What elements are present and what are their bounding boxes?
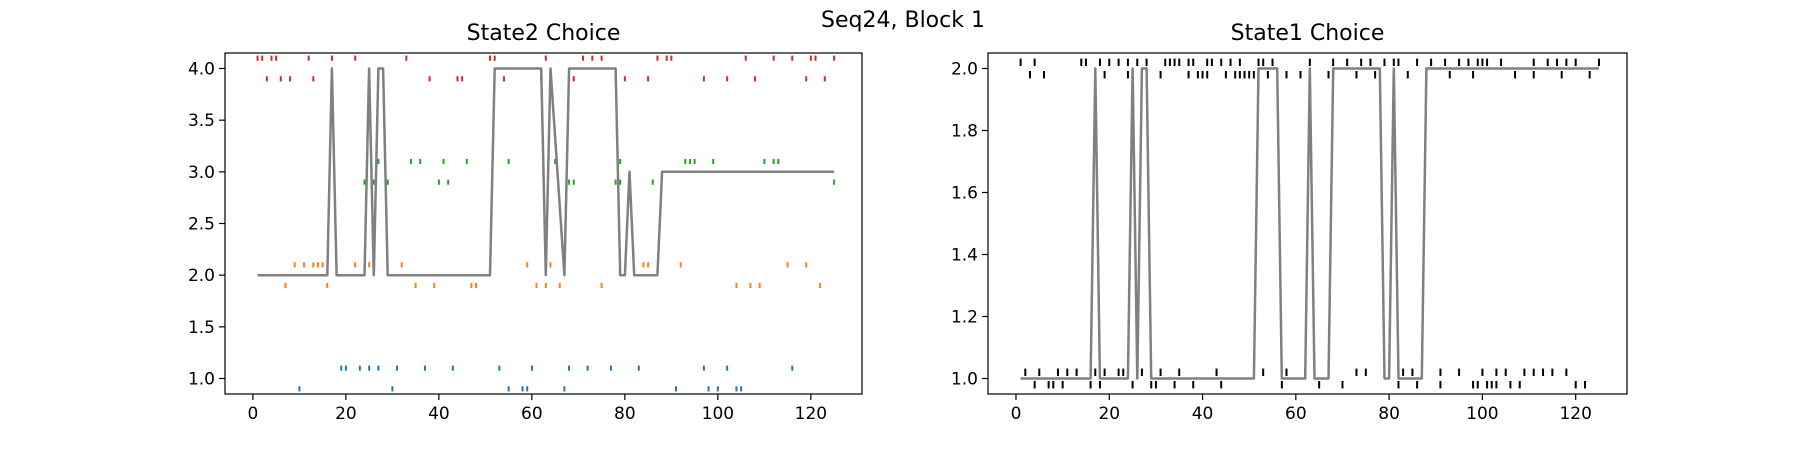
y-tick-label-state2-choice-2: 2.0 bbox=[188, 266, 215, 286]
y-tick-label-state2-choice-3: 2.5 bbox=[188, 215, 215, 235]
axes-frame-state1-choice bbox=[987, 52, 1628, 395]
x-tick-label-state2-choice-80: 80 bbox=[614, 404, 636, 424]
x-tick-label-state1-choice-80: 80 bbox=[1378, 404, 1400, 424]
x-tick-label-state1-choice-40: 40 bbox=[1192, 404, 1214, 424]
panel-state2-choice: State2 Choice 0 20 40 60 80 100 120 1.0 1.5 2.0 2.5… bbox=[188, 21, 863, 424]
x-tick-label-state1-choice-60: 60 bbox=[1285, 404, 1307, 424]
y-tick-label-state2-choice-1: 1.5 bbox=[188, 318, 215, 338]
x-tick-label-state2-choice-120: 120 bbox=[795, 404, 827, 424]
x-tick-label-state1-choice-100: 100 bbox=[1466, 404, 1498, 424]
x-tick-label-state2-choice-100: 100 bbox=[702, 404, 734, 424]
x-tick-label-state1-choice-20: 20 bbox=[1098, 404, 1120, 424]
x-tick-label-state2-choice-40: 40 bbox=[428, 404, 450, 424]
x-tick-label-state1-choice-0: 0 bbox=[1011, 404, 1022, 424]
smoothed-choice-line-state2-choice bbox=[257, 67, 835, 277]
y-tick-label-state2-choice-6: 4.0 bbox=[188, 60, 215, 80]
y-tick-label-state1-choice-5: 2.0 bbox=[951, 60, 978, 80]
x-tick-label-state2-choice-60: 60 bbox=[521, 404, 543, 424]
y-tick-label-state1-choice-3: 1.6 bbox=[951, 184, 978, 204]
x-tick-label-state2-choice-20: 20 bbox=[335, 404, 357, 424]
x-tick-label-state1-choice-120: 120 bbox=[1559, 404, 1591, 424]
y-tick-label-state2-choice-4: 3.0 bbox=[188, 163, 215, 183]
panel-state1-choice: State1 Choice 0 20 40 60 80 100 120 1.0 1.2 1.4 1.6… bbox=[951, 21, 1628, 424]
smoothed-choice-line-state1-choice bbox=[1020, 67, 1599, 380]
figure-suptitle: Seq24, Block 1 bbox=[821, 8, 985, 33]
x-tick-label-state2-choice-0: 0 bbox=[247, 404, 258, 424]
y-tick-label-state1-choice-0: 1.0 bbox=[951, 370, 978, 390]
y-tick-label-state1-choice-1: 1.2 bbox=[951, 308, 978, 328]
y-tick-label-state2-choice-0: 1.0 bbox=[188, 370, 215, 390]
y-tick-label-state2-choice-5: 3.5 bbox=[188, 111, 215, 131]
chart-title-state2-choice: State2 Choice bbox=[467, 21, 621, 46]
y-tick-label-state1-choice-4: 1.8 bbox=[951, 122, 978, 142]
y-tick-label-state1-choice-2: 1.4 bbox=[951, 246, 978, 266]
chart-title-state1-choice: State1 Choice bbox=[1231, 21, 1385, 46]
